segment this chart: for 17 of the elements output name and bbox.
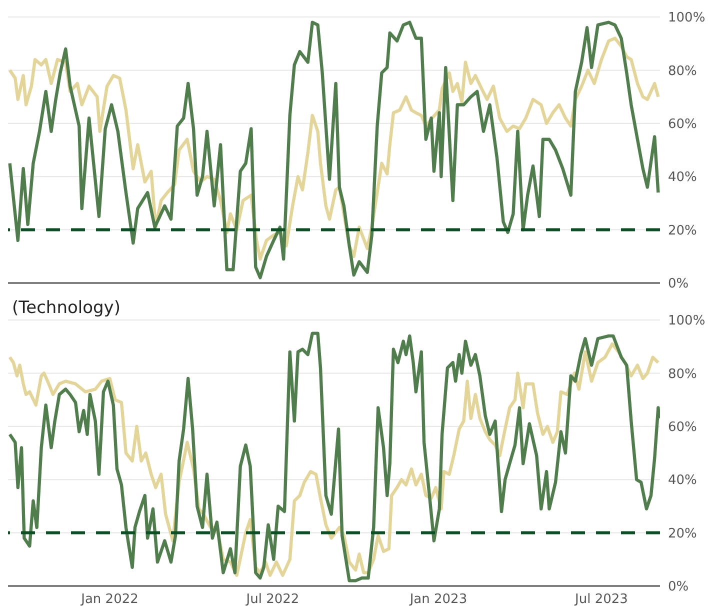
y-tick-label: 40% — [668, 473, 697, 488]
y-tick-label: 60% — [668, 420, 697, 436]
y-tick-label: 60% — [668, 117, 697, 132]
y-tick-label: 100% — [668, 10, 706, 26]
y-tick-label: 100% — [668, 314, 706, 329]
y-tick-label: 20% — [668, 223, 697, 238]
y-tick-label: 80% — [668, 366, 697, 382]
y-tick-label: 0% — [668, 580, 689, 595]
chart-title: (Technology) — [12, 297, 120, 319]
y-tick-label: 80% — [668, 64, 697, 79]
x-tick-label: Jul 2023 — [574, 592, 628, 606]
y-tick-label: 0% — [668, 276, 689, 292]
y-tick-label: 20% — [668, 526, 697, 542]
x-tick-label: Jan 2023 — [408, 592, 468, 606]
x-tick-label: Jul 2022 — [245, 592, 300, 606]
y-tick-label: 40% — [668, 170, 697, 186]
x-tick-label: Jan 2022 — [80, 592, 138, 606]
